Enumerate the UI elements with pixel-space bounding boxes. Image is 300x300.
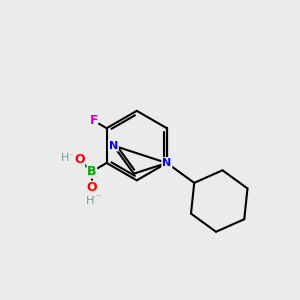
Text: N: N: [109, 141, 118, 151]
Text: H: H: [86, 196, 94, 206]
Text: O: O: [74, 153, 85, 167]
Text: N: N: [162, 158, 172, 168]
Text: O: O: [87, 181, 97, 194]
Text: H: H: [61, 153, 69, 164]
Text: F: F: [90, 114, 98, 127]
Text: ·: ·: [70, 151, 74, 160]
Text: ·⁻: ·⁻: [93, 193, 101, 203]
Text: B: B: [87, 165, 97, 178]
